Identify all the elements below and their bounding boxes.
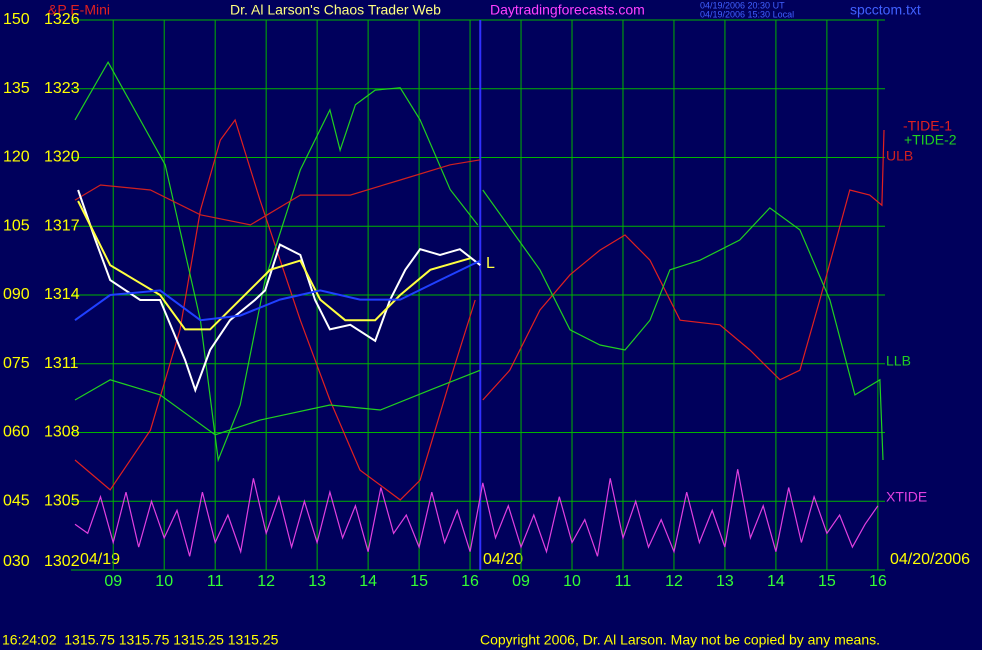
x-tick-label: 16 bbox=[461, 573, 479, 590]
series-line bbox=[74, 369, 481, 436]
series-line bbox=[74, 159, 481, 226]
x-tick-label: 09 bbox=[104, 573, 122, 590]
series-line bbox=[74, 60, 884, 463]
chart-subtitle: &P E-Mini bbox=[48, 2, 110, 18]
y2-tick-label: 1311 bbox=[44, 355, 79, 372]
copyright: Copyright 2006, Dr. Al Larson. May not b… bbox=[480, 632, 880, 648]
y-tick-label: 120 bbox=[3, 149, 30, 166]
chart-title: Dr. Al Larson's Chaos Trader Web bbox=[230, 2, 441, 18]
x-tick-label: 12 bbox=[257, 573, 275, 590]
date-label: 04/20 bbox=[483, 551, 523, 568]
x-tick-label: 11 bbox=[207, 573, 224, 590]
x-tick-label: 15 bbox=[410, 573, 428, 590]
y2-tick-label: 1323 bbox=[44, 80, 80, 97]
y-tick-label: 075 bbox=[3, 355, 30, 372]
status-line: 16:24:02 1315.75 1315.75 1315.25 1315.25 bbox=[2, 632, 279, 648]
date-label: 04/20/2006 bbox=[890, 551, 970, 568]
x-tick-label: 13 bbox=[308, 573, 326, 590]
date-label: 04/19 bbox=[80, 551, 120, 568]
y2-tick-label: 1326 bbox=[44, 11, 80, 28]
series-line bbox=[74, 469, 879, 557]
legend-label: ULB bbox=[886, 148, 913, 164]
x-tick-label: 12 bbox=[665, 573, 683, 590]
y2-tick-label: 1317 bbox=[44, 217, 80, 234]
x-tick-label: 16 bbox=[869, 573, 887, 590]
x-tick-label: 09 bbox=[512, 573, 530, 590]
y-tick-label: 105 bbox=[3, 217, 30, 234]
y-tick-label: 030 bbox=[3, 553, 30, 570]
y2-tick-label: 1305 bbox=[44, 492, 80, 509]
y2-tick-label: 1314 bbox=[44, 286, 80, 303]
filename: spcctom.txt bbox=[850, 2, 921, 18]
x-tick-label: 14 bbox=[767, 573, 785, 590]
legend-label: XTIDE bbox=[886, 489, 927, 505]
y-tick-label: 150 bbox=[3, 11, 30, 28]
series-line bbox=[74, 118, 885, 501]
timestamp: 04/19/2006 15:30 Local bbox=[700, 9, 794, 19]
y-tick-label: 045 bbox=[3, 492, 30, 509]
x-tick-label: 10 bbox=[563, 573, 581, 590]
y2-tick-label: 1308 bbox=[44, 424, 80, 441]
y2-tick-label: 1302 bbox=[44, 553, 80, 570]
x-tick-label: 14 bbox=[359, 573, 377, 590]
legend-label: -TIDE-1 bbox=[903, 118, 952, 134]
annotation: L bbox=[486, 255, 495, 272]
y-tick-label: 090 bbox=[3, 286, 30, 303]
y-tick-label: 060 bbox=[3, 424, 30, 441]
timestamp: 04/19/2006 20:30 UT bbox=[700, 0, 785, 10]
x-tick-label: 13 bbox=[716, 573, 734, 590]
y-tick-label: 135 bbox=[3, 80, 30, 97]
series-line bbox=[77, 189, 481, 394]
x-tick-label: 10 bbox=[155, 573, 173, 590]
series-line bbox=[74, 259, 481, 322]
x-tick-label: 11 bbox=[615, 573, 632, 590]
legend-label: +TIDE-2 bbox=[904, 132, 957, 148]
site-link: Daytradingforecasts.com bbox=[490, 2, 645, 18]
y2-tick-label: 1320 bbox=[44, 149, 80, 166]
legend-label: LLB bbox=[886, 353, 911, 369]
x-tick-label: 15 bbox=[818, 573, 836, 590]
